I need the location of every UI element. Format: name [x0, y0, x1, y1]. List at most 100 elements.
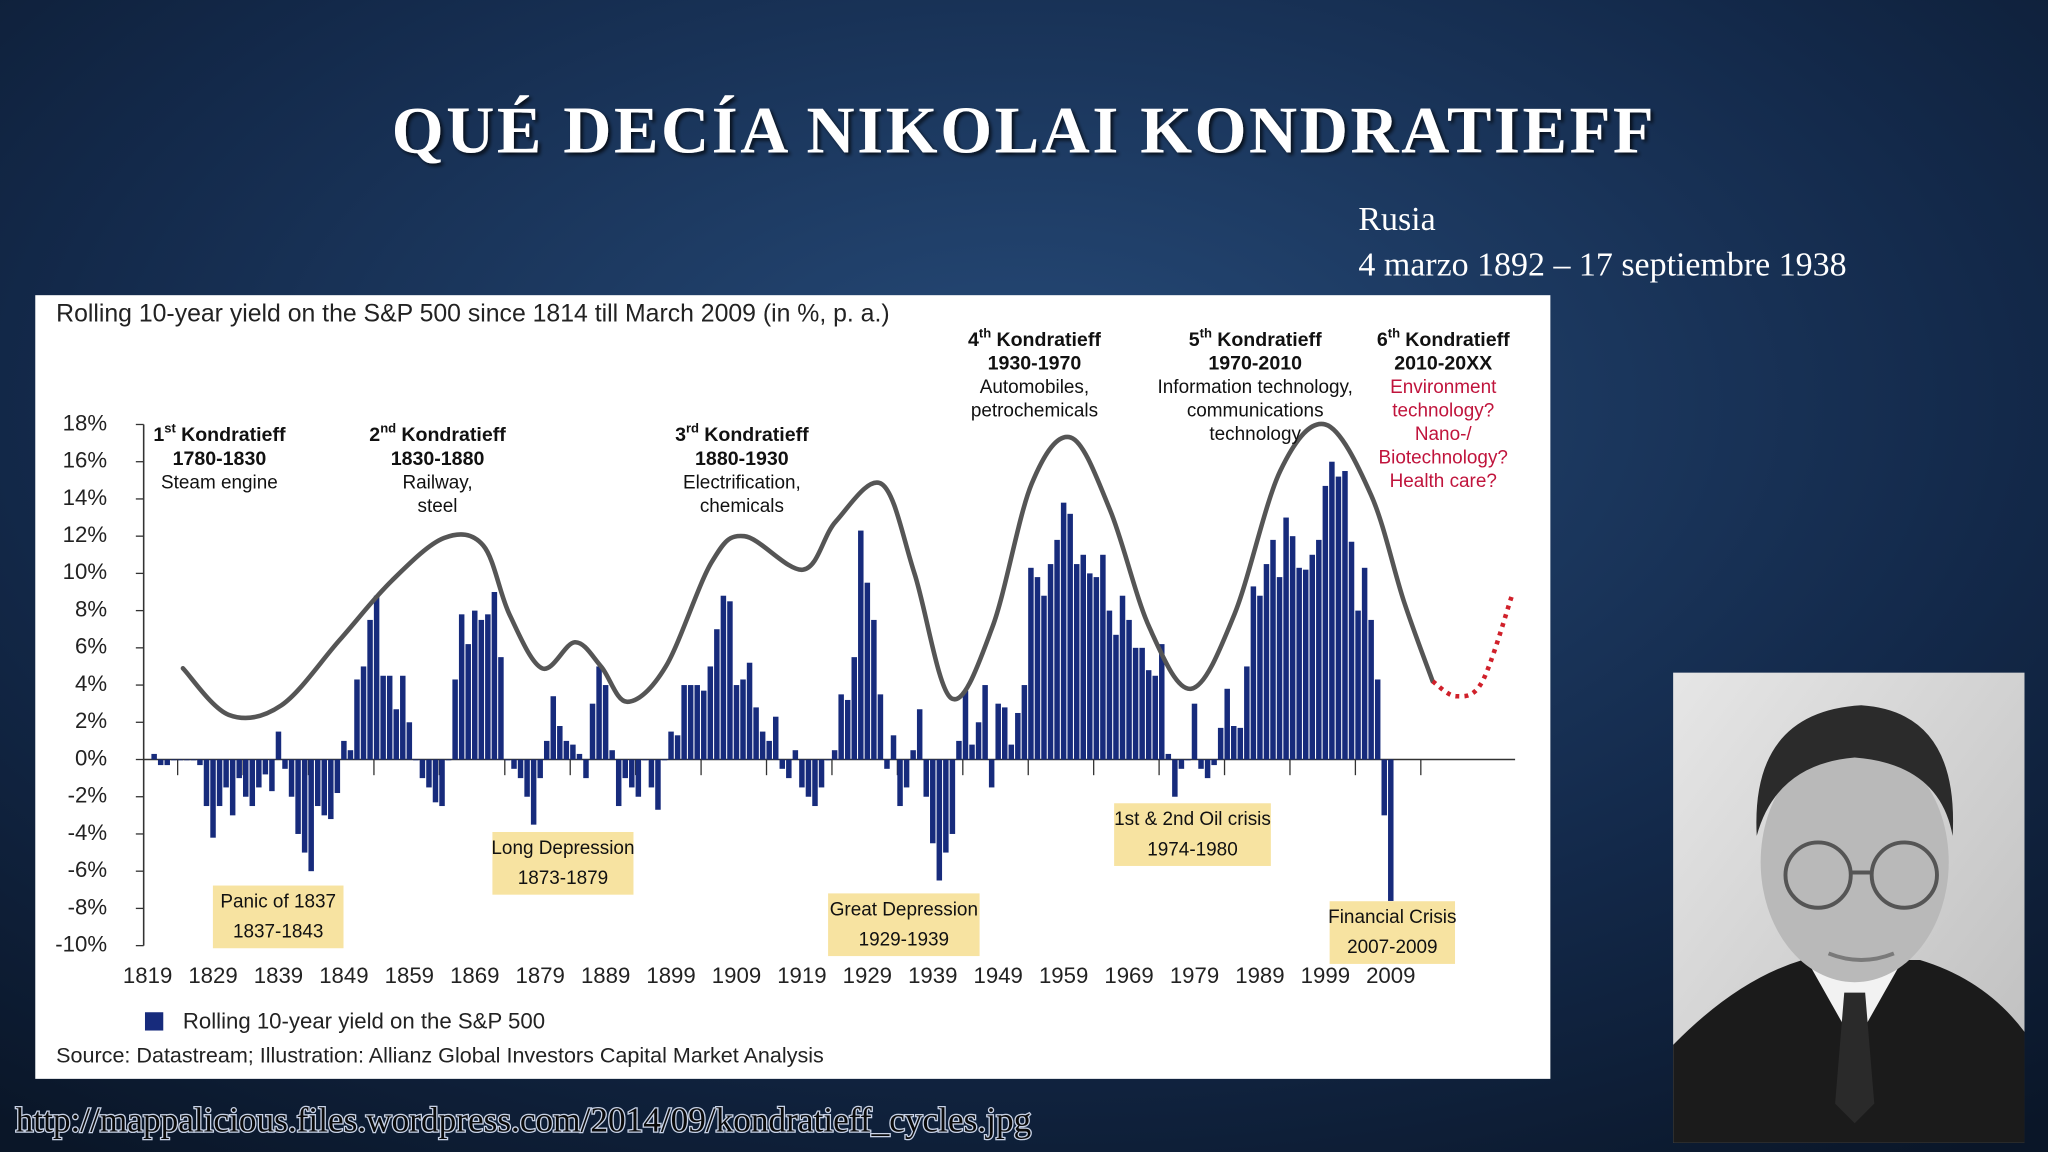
- wave-period: 1930-1970: [988, 353, 1082, 375]
- wave-label: Kondratieff: [996, 329, 1101, 351]
- bar: [1296, 567, 1302, 760]
- bar: [733, 685, 740, 760]
- y-tick-label: 4%: [75, 671, 107, 696]
- crisis-box: [1114, 803, 1271, 866]
- bar: [282, 759, 288, 769]
- bar: [1381, 759, 1387, 816]
- x-tick-label: 1969: [1104, 963, 1153, 988]
- x-tick-label: 1989: [1235, 963, 1284, 988]
- glasses: [1869, 840, 1939, 910]
- wave-note: technology: [1209, 424, 1301, 445]
- y-tick-label: 14%: [63, 485, 107, 510]
- bar: [622, 759, 628, 779]
- bar: [1309, 554, 1316, 760]
- bar: [1329, 461, 1335, 760]
- bar: [720, 595, 727, 760]
- wave-period: 1970-2010: [1208, 353, 1302, 375]
- bar: [1087, 573, 1093, 760]
- bar: [275, 731, 282, 760]
- bar: [223, 759, 229, 788]
- bar: [452, 679, 458, 760]
- crisis-label: Financial Crisis: [1328, 907, 1456, 928]
- x-tick-label: 1949: [974, 963, 1023, 988]
- bar: [197, 759, 203, 766]
- bar: [786, 759, 792, 779]
- bar: [1060, 502, 1067, 760]
- bar: [831, 750, 838, 760]
- bar: [589, 703, 596, 760]
- bar: [661, 759, 668, 761]
- bar: [328, 759, 334, 820]
- bar: [321, 759, 328, 816]
- wave-label: Kondratieff: [1217, 329, 1322, 351]
- crisis-period: 1929-1939: [859, 929, 950, 950]
- bar: [563, 740, 570, 760]
- x-tick-label: 1859: [385, 963, 434, 988]
- bar: [943, 759, 949, 853]
- crisis-period: 1974-1980: [1147, 839, 1238, 860]
- wave-note: Automobiles,: [980, 377, 1089, 398]
- bar: [1237, 727, 1244, 760]
- bar: [792, 750, 799, 760]
- bar: [458, 614, 465, 760]
- bar: [576, 753, 583, 760]
- bar: [1361, 567, 1368, 760]
- bar: [1283, 517, 1289, 760]
- bar: [1178, 759, 1185, 769]
- bar: [1021, 685, 1028, 760]
- bar: [1250, 586, 1257, 760]
- bar: [1185, 759, 1191, 761]
- bar: [674, 735, 681, 760]
- crisis-box: [1329, 901, 1456, 964]
- wave-suffix: th: [1388, 326, 1400, 341]
- bar: [262, 759, 269, 775]
- y-tick-label: -6%: [68, 857, 107, 882]
- bar: [1034, 577, 1041, 760]
- bar: [1047, 564, 1054, 760]
- bar: [557, 726, 563, 760]
- bar: [668, 731, 674, 760]
- wave-number: 6: [1377, 329, 1388, 351]
- wave-heading: 1st Kondratieff: [153, 421, 286, 446]
- bar: [491, 592, 498, 760]
- bar: [334, 759, 341, 794]
- wave-note: technology?: [1392, 400, 1494, 421]
- bar: [393, 709, 399, 760]
- tie: [1835, 992, 1875, 1124]
- bar: [308, 759, 314, 872]
- bar: [1270, 539, 1276, 760]
- chart: Rolling 10-year yield on the S&P 500 sin…: [55, 300, 1516, 1067]
- bar: [923, 759, 929, 797]
- bar: [354, 679, 360, 760]
- wave-suffix: th: [979, 326, 991, 341]
- wave-label: Kondratieff: [704, 424, 809, 446]
- crisis-label: Panic of 1837: [220, 892, 336, 913]
- bar: [615, 759, 622, 807]
- wave-note: Information technology,: [1158, 377, 1353, 398]
- y-tick-label: 18%: [63, 410, 107, 435]
- wave-label: Kondratieff: [181, 424, 286, 446]
- x-tick-label: 1909: [712, 963, 761, 988]
- bar: [995, 703, 1001, 760]
- bar: [903, 759, 910, 788]
- bar: [1342, 471, 1348, 760]
- bar: [714, 629, 720, 760]
- bar: [570, 744, 576, 760]
- bar: [1028, 567, 1034, 760]
- crisis-box: [828, 893, 980, 957]
- bar: [1316, 539, 1322, 760]
- bar: [419, 759, 426, 779]
- x-tick-label: 1919: [777, 963, 826, 988]
- bar: [877, 694, 884, 760]
- bar: [1159, 644, 1165, 760]
- bar: [210, 759, 216, 838]
- crisis-period: 1873-1879: [518, 868, 609, 889]
- bar: [884, 759, 890, 769]
- slide-title: QUÉ DECÍA NIKOLAI KONDRATIEFF: [392, 93, 1656, 167]
- wave-number: 1: [153, 424, 164, 446]
- bar: [171, 759, 177, 761]
- glasses: [1783, 840, 1853, 910]
- bar: [498, 657, 504, 760]
- bar: [596, 666, 602, 760]
